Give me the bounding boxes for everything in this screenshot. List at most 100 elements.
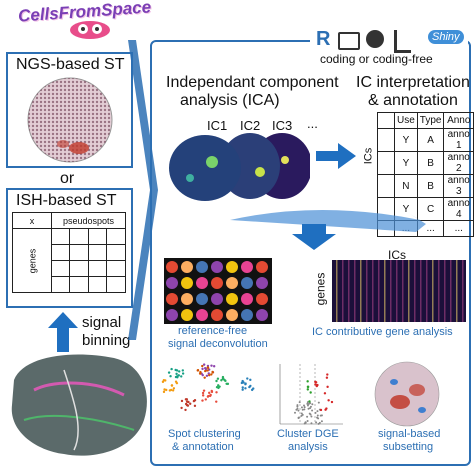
circle-mark xyxy=(226,309,238,321)
signal-binning-arrow xyxy=(48,312,78,352)
pseudospot-grid: x pseudospots genes xyxy=(12,212,127,293)
rect-mark xyxy=(444,260,446,322)
circle-mark xyxy=(256,261,268,273)
circle-mark xyxy=(249,378,252,382)
circle-mark xyxy=(169,375,172,378)
circle-mark xyxy=(166,293,178,305)
circle-mark xyxy=(212,365,216,368)
circle-mark xyxy=(181,372,185,375)
circle-mark xyxy=(306,420,309,423)
ic-more-label: ... xyxy=(307,116,318,131)
or-label: or xyxy=(60,170,75,187)
circle-mark xyxy=(176,376,179,379)
circle-mark xyxy=(206,395,210,398)
circle-mark xyxy=(310,422,313,425)
circle-mark xyxy=(302,404,305,407)
ic2-label: IC2 xyxy=(240,118,261,133)
circle-mark xyxy=(300,412,303,415)
circle-mark xyxy=(202,363,206,366)
circle-mark xyxy=(301,413,304,416)
circle-mark xyxy=(180,406,183,410)
circle-mark xyxy=(314,381,318,384)
circle-mark xyxy=(170,367,173,371)
circle-mark xyxy=(201,399,204,402)
circle-mark xyxy=(166,277,178,289)
circle-mark xyxy=(315,384,318,388)
circle-mark xyxy=(319,408,323,412)
circle-mark xyxy=(204,398,207,401)
circle-mark xyxy=(181,309,193,321)
ica-title-2: analysis (ICA) xyxy=(180,92,280,109)
circle-mark xyxy=(170,384,174,387)
rect-mark xyxy=(420,260,422,322)
ngs-tissue-image xyxy=(27,77,113,163)
circle-mark xyxy=(201,391,205,395)
circle-mark xyxy=(181,369,185,372)
circle-mark xyxy=(185,398,189,401)
signal-binning-label-2: binning xyxy=(82,332,131,349)
circle-mark xyxy=(205,374,209,377)
circle-mark xyxy=(296,404,299,407)
circle-mark xyxy=(306,388,310,391)
circle-mark xyxy=(315,421,318,424)
circle-mark xyxy=(201,367,204,371)
circle-mark xyxy=(320,414,323,417)
deconv-label-2: signal deconvolution xyxy=(168,338,268,350)
umap-cluster-image xyxy=(161,363,255,412)
cluster-label-2: & annotation xyxy=(172,441,234,453)
interp-title-2: & annotation xyxy=(368,92,458,109)
circle-mark xyxy=(184,408,187,412)
circle-mark xyxy=(241,261,253,273)
circle-mark xyxy=(306,380,309,383)
circle-mark xyxy=(325,376,329,379)
cell: B xyxy=(416,174,445,198)
circle-mark xyxy=(307,403,310,406)
circle-mark xyxy=(226,261,238,273)
circle-mark xyxy=(256,293,268,305)
circle-mark xyxy=(246,377,249,380)
coding-badges: R Shiny coding or coding-free xyxy=(310,28,468,68)
circle-mark xyxy=(241,386,244,389)
circle-mark xyxy=(297,416,300,419)
heatmap-genes-label: genes xyxy=(313,272,328,306)
rect-mark xyxy=(342,260,344,322)
circle-mark xyxy=(193,399,197,402)
circle-mark xyxy=(330,400,334,404)
circle-mark xyxy=(166,309,178,321)
circle-mark xyxy=(196,309,208,321)
volcano-plot-image xyxy=(279,364,343,425)
circle-mark xyxy=(240,381,244,385)
circle-mark xyxy=(181,277,193,289)
circle-mark xyxy=(204,369,207,373)
circle-mark xyxy=(317,422,320,425)
circle-mark xyxy=(189,402,192,405)
circle-mark xyxy=(327,399,330,402)
circle-mark xyxy=(162,390,166,394)
circle-mark xyxy=(206,366,210,369)
circle-mark xyxy=(208,373,211,377)
circle-mark xyxy=(181,293,193,305)
circle-mark xyxy=(202,389,206,392)
contribution-heatmap xyxy=(332,260,466,322)
cell: Y xyxy=(394,128,418,152)
circle-mark xyxy=(162,379,166,382)
circle-mark xyxy=(256,277,268,289)
circle-mark xyxy=(306,385,310,389)
circle-mark xyxy=(211,309,223,321)
rect-mark xyxy=(384,260,386,322)
circle-mark xyxy=(301,408,304,411)
rect-mark xyxy=(372,260,374,322)
circle-mark xyxy=(297,409,300,412)
circle-mark xyxy=(309,405,312,408)
circle-mark xyxy=(174,380,178,383)
circle-mark xyxy=(201,373,204,377)
rect-mark xyxy=(366,260,368,322)
circle-mark xyxy=(307,407,310,410)
circle-mark xyxy=(203,376,206,379)
rect-mark xyxy=(414,260,416,322)
circle-mark xyxy=(241,293,253,305)
microscope-icon xyxy=(394,30,411,53)
circle-mark xyxy=(316,410,319,413)
circle-mark xyxy=(201,394,205,397)
